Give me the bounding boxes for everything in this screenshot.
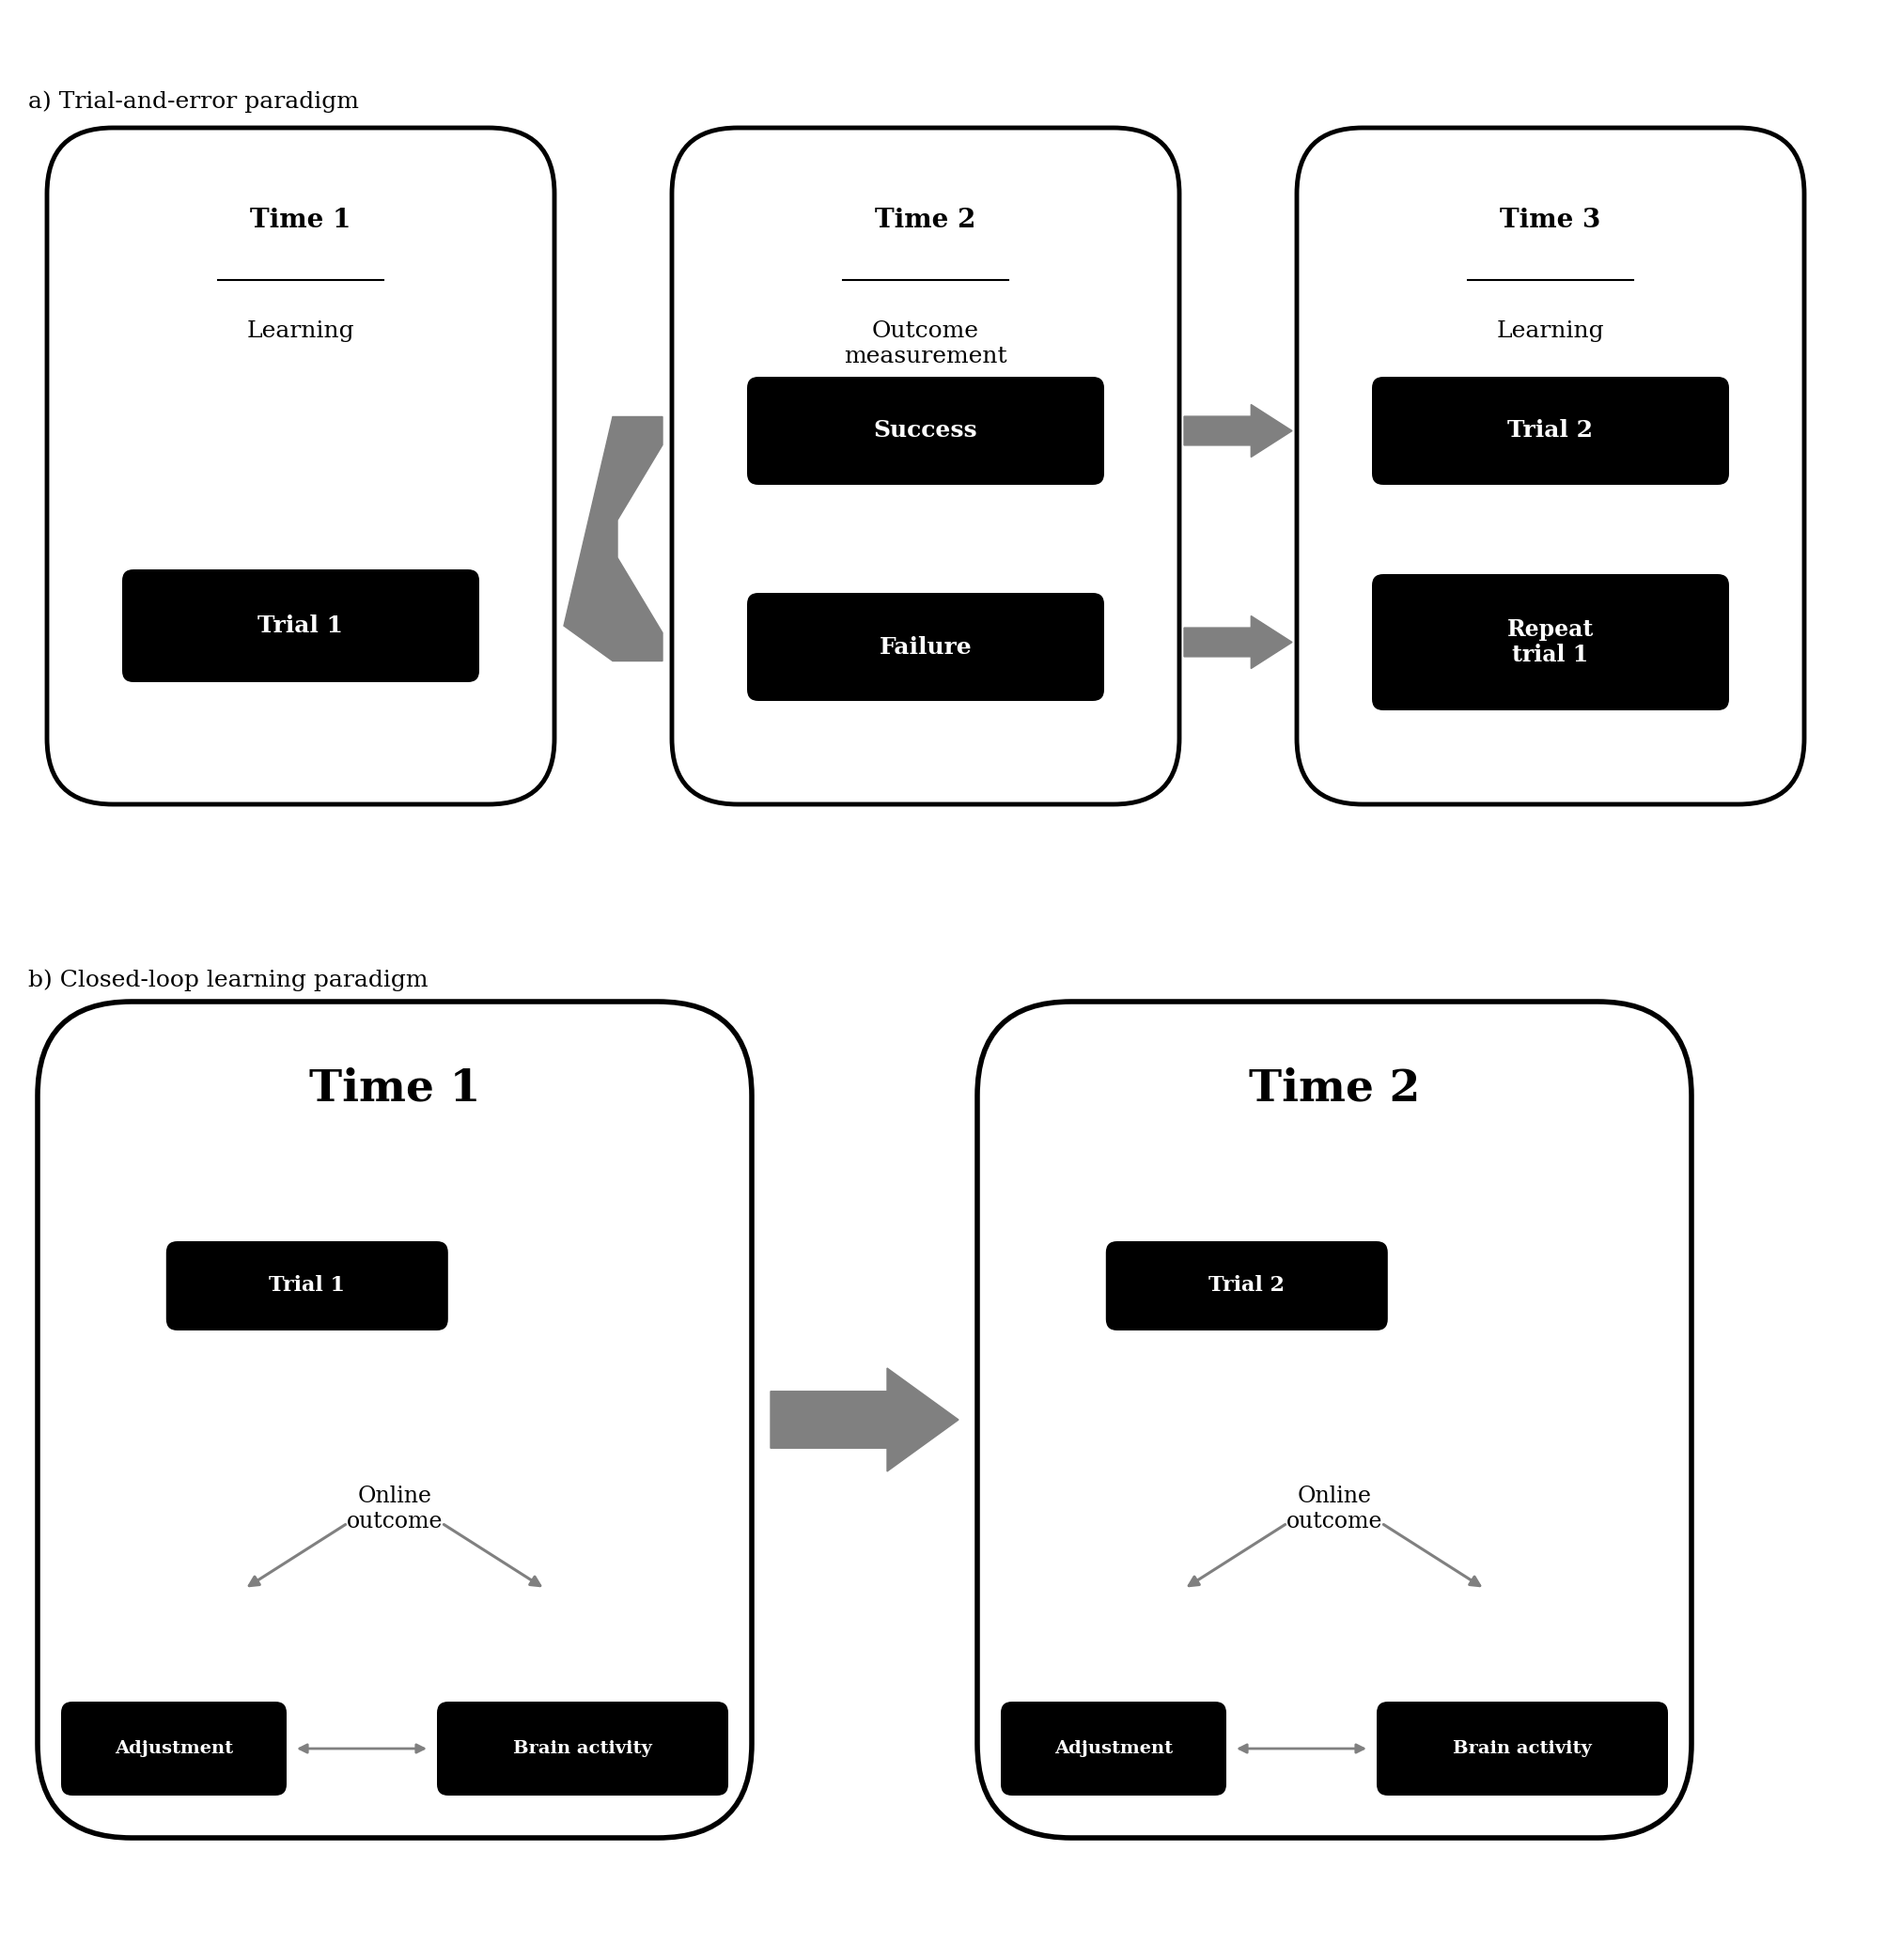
FancyBboxPatch shape	[1298, 127, 1805, 804]
Text: Learning: Learning	[1497, 319, 1605, 341]
Text: Brain activity: Brain activity	[1452, 1740, 1592, 1756]
Text: Time 3: Time 3	[1499, 208, 1601, 233]
FancyBboxPatch shape	[38, 1002, 753, 1838]
FancyBboxPatch shape	[671, 127, 1179, 804]
FancyBboxPatch shape	[166, 1241, 449, 1331]
Text: Online
outcome: Online outcome	[1286, 1486, 1382, 1533]
FancyBboxPatch shape	[123, 570, 479, 682]
FancyArrow shape	[771, 1368, 958, 1472]
Text: Success: Success	[873, 419, 977, 443]
Text: Time 1: Time 1	[251, 208, 351, 233]
Text: Time 2: Time 2	[875, 208, 977, 233]
FancyBboxPatch shape	[1371, 376, 1729, 484]
Text: Time 1: Time 1	[309, 1068, 481, 1111]
FancyBboxPatch shape	[1001, 1701, 1226, 1795]
FancyBboxPatch shape	[747, 592, 1103, 702]
FancyBboxPatch shape	[1371, 574, 1729, 710]
FancyArrow shape	[1184, 404, 1292, 457]
FancyBboxPatch shape	[60, 1701, 287, 1795]
Text: Adjustment: Adjustment	[115, 1740, 234, 1756]
Text: Brain activity: Brain activity	[513, 1740, 653, 1756]
Polygon shape	[564, 417, 662, 661]
Text: Adjustment: Adjustment	[1054, 1740, 1173, 1756]
Text: Repeat
trial 1: Repeat trial 1	[1507, 617, 1594, 666]
Text: b) Closed-loop learning paradigm: b) Closed-loop learning paradigm	[28, 968, 428, 992]
Text: Trial 2: Trial 2	[1507, 419, 1594, 443]
Text: Failure: Failure	[879, 635, 971, 659]
FancyBboxPatch shape	[438, 1701, 728, 1795]
FancyArrow shape	[1184, 615, 1292, 668]
Text: Online
outcome: Online outcome	[347, 1486, 443, 1533]
FancyBboxPatch shape	[747, 376, 1103, 484]
Text: Learning: Learning	[247, 319, 355, 341]
FancyBboxPatch shape	[47, 127, 554, 804]
Text: Trial 2: Trial 2	[1209, 1276, 1284, 1296]
Text: a) Trial-and-error paradigm: a) Trial-and-error paradigm	[28, 90, 358, 112]
FancyBboxPatch shape	[977, 1002, 1692, 1838]
FancyBboxPatch shape	[1105, 1241, 1388, 1331]
Text: Outcome
measurement: Outcome measurement	[845, 319, 1007, 367]
Text: Trial 1: Trial 1	[258, 615, 343, 637]
FancyBboxPatch shape	[1377, 1701, 1667, 1795]
Text: Trial 1: Trial 1	[270, 1276, 345, 1296]
Text: Time 2: Time 2	[1249, 1068, 1420, 1111]
